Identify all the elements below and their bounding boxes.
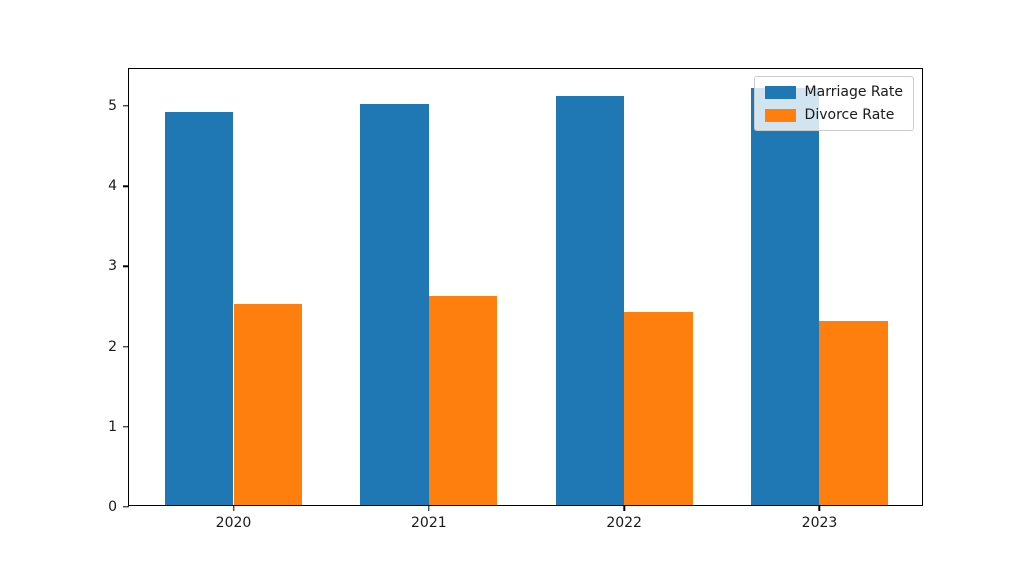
x-tick-label-2020: 2020 [215, 515, 252, 531]
x-tick-2023 [818, 505, 821, 511]
bar-divorce-rate-2023 [819, 320, 888, 505]
y-tick-label-4: 4 [108, 178, 117, 195]
y-tick-4 [123, 185, 129, 187]
x-tick-2020 [232, 505, 235, 511]
bar-divorce-rate-2021 [428, 296, 498, 505]
y-tick-label-5: 5 [108, 97, 117, 114]
bar-divorce-rate-2020 [233, 304, 302, 505]
bar-marriage-rate-2021 [360, 103, 429, 505]
y-tick-label-3: 3 [108, 258, 117, 275]
plot-area: 0 1 2 3 4 5 2020 2021 2022 2023 Marriage Rate Div… [108, 68, 923, 531]
legend-item-divorce-rate: Divorce Rate [764, 107, 903, 123]
legend: Marriage Rate Divorce Rate [753, 76, 914, 131]
legend-label-divorce-rate: Divorce Rate [804, 107, 895, 123]
x-tick-2021 [428, 505, 430, 511]
y-tick-0 [123, 506, 129, 508]
bar-marriage-rate-2022 [555, 95, 625, 505]
x-tick-label-2022: 2022 [606, 515, 642, 531]
y-tick-label-1: 1 [108, 418, 117, 435]
y-tick-5 [123, 105, 129, 107]
x-tick-label-2023: 2023 [801, 515, 838, 531]
legend-swatch-marriage-rate [764, 85, 796, 99]
y-tick-3 [123, 265, 129, 268]
y-tick-label-2: 2 [108, 338, 117, 355]
y-tick-2 [123, 345, 129, 348]
legend-item-marriage-rate: Marriage Rate [764, 84, 903, 100]
bar-divorce-rate-2022 [624, 312, 693, 505]
x-tick-label-2021: 2021 [411, 515, 447, 531]
bar-marriage-rate-2023 [751, 87, 820, 505]
y-tick-label-0: 0 [108, 499, 117, 515]
legend-swatch-divorce-rate [764, 108, 796, 122]
legend-label-marriage-rate: Marriage Rate [804, 84, 903, 100]
bar-marriage-rate-2020 [165, 111, 234, 505]
y-tick-1 [123, 426, 129, 428]
x-tick-2022 [623, 505, 625, 511]
